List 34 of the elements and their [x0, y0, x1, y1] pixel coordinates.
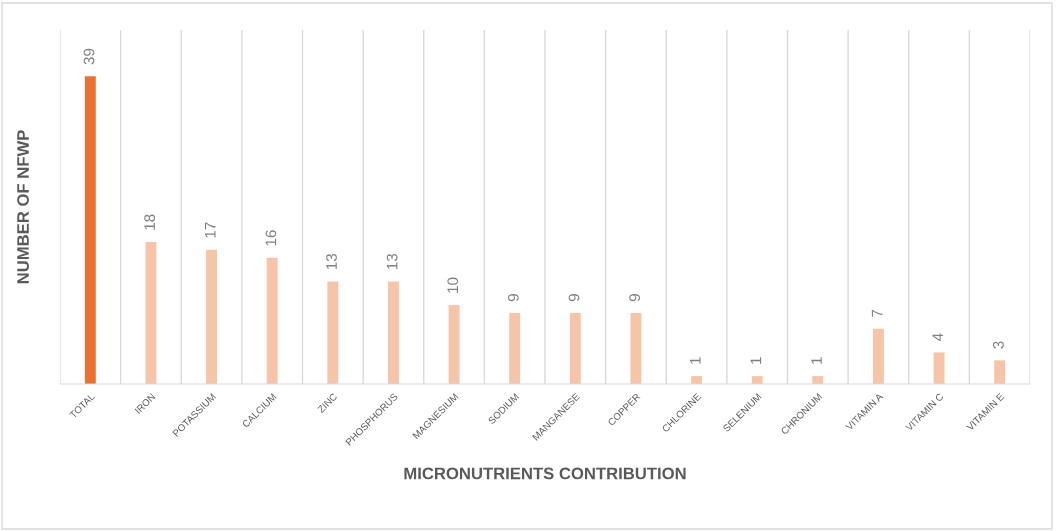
bar [872, 328, 884, 384]
data-label: 13 [386, 253, 398, 270]
bar [630, 312, 642, 384]
bar [266, 257, 278, 384]
y-axis-title: NUMBER OF NFWP [17, 130, 29, 284]
data-label: 1 [690, 357, 701, 364]
bar [691, 376, 703, 384]
data-label: 16 [265, 230, 277, 246]
bar [206, 249, 218, 384]
data-label: 18 [144, 214, 156, 230]
data-label: 3 [992, 341, 1004, 349]
bar [327, 281, 339, 384]
data-label: 10 [447, 277, 459, 293]
data-label: 1 [750, 357, 762, 364]
bar [387, 281, 399, 384]
data-label: 1 [811, 357, 822, 364]
bar [145, 241, 157, 384]
bar [509, 312, 521, 384]
data-label: 13 [326, 253, 337, 270]
bar [84, 76, 96, 384]
data-label: 9 [629, 294, 641, 302]
bar [933, 352, 945, 384]
data-label: 9 [507, 294, 519, 302]
data-label: 9 [568, 294, 580, 302]
bar [569, 312, 581, 384]
data-label: 39 [83, 48, 95, 65]
bar [994, 360, 1006, 384]
bar [812, 376, 824, 384]
data-label: 4 [932, 333, 944, 341]
x-axis-title: MICRONUTRIENTS CONTRIBUTION [404, 467, 686, 480]
bar [751, 376, 763, 384]
bar [448, 305, 460, 384]
data-label: 7 [871, 309, 883, 317]
data-label: 17 [205, 222, 216, 238]
